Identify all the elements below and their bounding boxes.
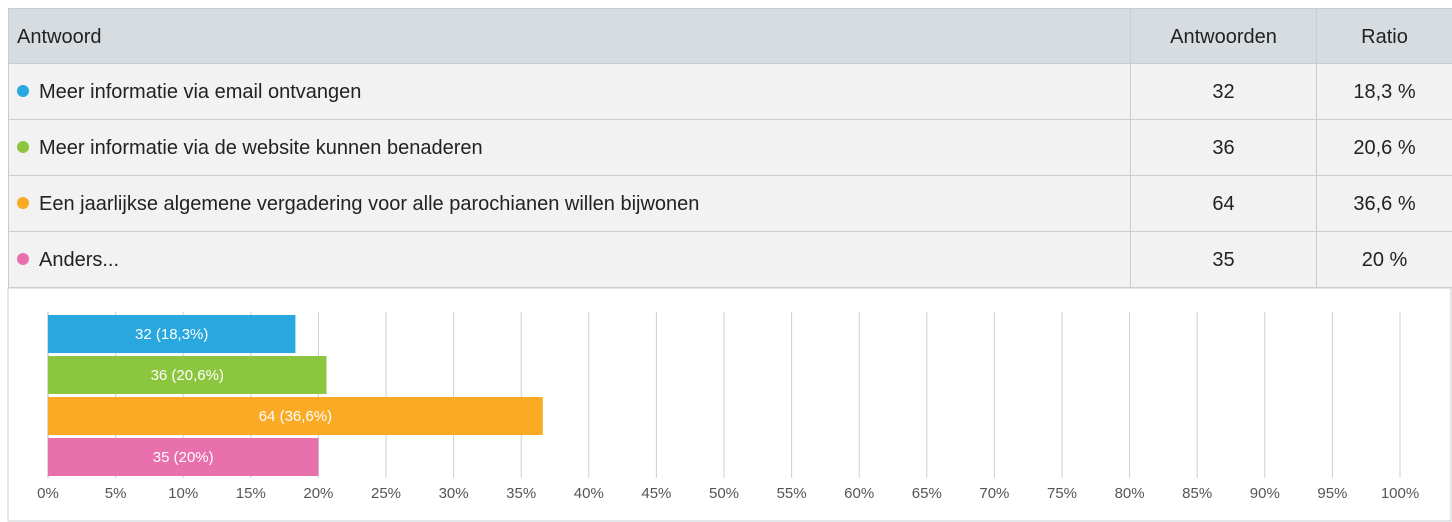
bar [48, 397, 543, 435]
count-cell: 35 [1130, 232, 1316, 288]
x-tick-label: 85% [1182, 485, 1212, 502]
answer-cell: Een jaarlijkse algemene vergadering voor… [8, 176, 1130, 232]
answer-cell: Meer informatie via email ontvangen [8, 64, 1130, 120]
header-cell: Antwoorden [1130, 8, 1316, 64]
x-tick-label: 35% [506, 485, 536, 502]
ratio-cell: 36,6 % [1316, 176, 1452, 232]
x-tick-label: 70% [979, 485, 1009, 502]
count-cell: 64 [1130, 176, 1316, 232]
ratio-cell: 18,3 % [1316, 64, 1452, 120]
x-tick-label: 5% [105, 485, 127, 502]
x-tick-label: 15% [236, 485, 266, 502]
count-cell: 36 [1130, 120, 1316, 176]
x-tick-label: 0% [37, 485, 59, 502]
bar [48, 315, 296, 353]
ratio-cell-text: 20 % [1361, 249, 1408, 271]
ratio-cell: 20 % [1316, 232, 1452, 288]
x-tick-label: 25% [371, 485, 401, 502]
x-tick-label: 10% [168, 485, 198, 502]
bar-label: 36 (20,6%) [151, 367, 224, 384]
x-tick-label: 45% [641, 485, 671, 502]
bar-label: 35 (20%) [153, 449, 214, 466]
header-cell-text: Ratio [1361, 26, 1408, 48]
bar-label: 64 (36,6%) [259, 408, 332, 425]
answer-text: Een jaarlijkse algemene vergadering voor… [39, 193, 700, 215]
ratio-cell-text: 36,6 % [1353, 193, 1416, 215]
x-tick-label: 40% [574, 485, 604, 502]
x-tick-label: 20% [303, 485, 333, 502]
ratio-cell: 20,6 % [1316, 120, 1452, 176]
answer-text: Meer informatie via email ontvangen [39, 81, 362, 103]
x-tick-label: 60% [844, 485, 874, 502]
header-cell: Ratio [1316, 8, 1452, 64]
count-cell: 32 [1130, 64, 1316, 120]
header-cell: Antwoord [8, 8, 1130, 64]
x-tick-label: 30% [439, 485, 469, 502]
legend-dot [17, 252, 29, 265]
bar [48, 438, 319, 476]
legend-dot [17, 140, 29, 153]
x-tick-label: 80% [1115, 485, 1145, 502]
x-tick-label: 95% [1317, 485, 1347, 502]
count-cell-text: 64 [1212, 193, 1235, 215]
legend-dot [17, 196, 29, 209]
x-tick-label: 75% [1047, 485, 1077, 502]
count-cell-text: 35 [1212, 249, 1235, 271]
x-tick-label: 100% [1381, 485, 1419, 502]
x-tick-label: 90% [1250, 485, 1280, 502]
legend-dot [17, 84, 29, 97]
header-cell-text: Antwoorden [1170, 26, 1277, 48]
answer-cell: Anders... [8, 232, 1130, 288]
answer-text: Anders... [39, 249, 120, 271]
count-cell-text: 32 [1212, 81, 1235, 103]
x-tick-label: 65% [912, 485, 942, 502]
x-tick-label: 50% [709, 485, 739, 502]
count-cell-text: 36 [1212, 137, 1235, 159]
bar [48, 356, 327, 394]
bar-label: 32 (18,3%) [135, 326, 208, 343]
x-tick-label: 55% [777, 485, 807, 502]
answer-text: Meer informatie via de website kunnen be… [39, 137, 483, 159]
ratio-cell-text: 20,6 % [1353, 137, 1416, 159]
answer-cell: Meer informatie via de website kunnen be… [8, 120, 1130, 176]
ratio-cell-text: 18,3 % [1353, 81, 1416, 103]
header-cell-text: Antwoord [17, 26, 102, 48]
